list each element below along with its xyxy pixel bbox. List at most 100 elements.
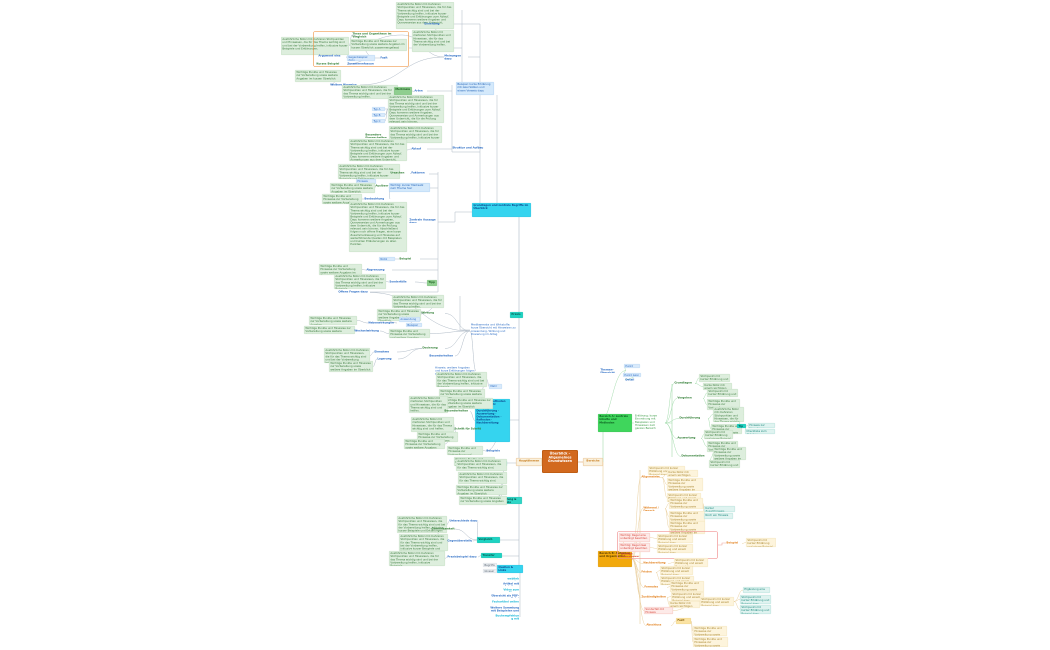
topic-node[interactable]: Vorgehen bbox=[677, 395, 692, 399]
keyword-chip-node[interactable]: Punkt zwei bbox=[622, 372, 641, 377]
topic-node[interactable]: Besondere Eigenschaften bbox=[365, 132, 387, 138]
topic-node[interactable]: Nachbereitung bbox=[643, 560, 666, 564]
topic-node[interactable]: Während / Danach bbox=[643, 505, 659, 511]
subtopic-chip-node[interactable]: Tipp bbox=[736, 423, 746, 428]
topic-node[interactable]: Ausführliche Notiz mit mehreren Stichpun… bbox=[410, 416, 454, 432]
subtopic-chip-node[interactable]: Vergleich bbox=[476, 536, 500, 543]
keyword-chip-node[interactable]: Merkmale bbox=[393, 86, 412, 95]
topic-node[interactable]: Stichpunkt mit kurzer Erklärung und eine… bbox=[698, 373, 730, 382]
topic-node[interactable]: Checkliste zum Abhaken bbox=[744, 428, 775, 434]
topic-node[interactable]: Stichpunkt mit kurzer Erklärung und eine… bbox=[699, 596, 734, 606]
keyword-chip-node[interactable]: Anwendung bbox=[398, 316, 420, 322]
topic-node[interactable]: Wichtige Punkte und Hinweise zur Vorbere… bbox=[328, 360, 373, 372]
keyword-chip-node[interactable]: Punkt eins bbox=[623, 363, 640, 368]
topic-node[interactable]: Zuständigkeiten bbox=[641, 594, 666, 598]
topic-node[interactable]: Erklärung: kurze Einordnung mit Beispiel… bbox=[634, 414, 657, 430]
anchor-label-node[interactable]: Bereiche bbox=[582, 457, 603, 466]
topic-node[interactable]: Auslöser bbox=[375, 183, 389, 187]
topic-node[interactable]: Ausführliche Notiz mit mehreren Stichpun… bbox=[387, 94, 444, 123]
topic-node[interactable]: Wechselwirkung bbox=[354, 328, 379, 332]
topic-node[interactable]: Zentrale Aussage dazu bbox=[409, 217, 436, 223]
topic-node[interactable]: Kurze Notiz mit einem wichtigen Hinweis … bbox=[668, 600, 700, 608]
topic-node[interactable]: Stichpunkt mit kurzer Erklärung und eine… bbox=[708, 459, 740, 468]
topic-node[interactable]: Grundlagen bbox=[674, 380, 692, 384]
topic-node[interactable]: Kurzer Zusatzhinweis bbox=[703, 505, 735, 512]
topic-node[interactable]: Stichpunkt mit kurzer Erklärung und Beis… bbox=[739, 594, 771, 604]
topic-node[interactable]: Ausführliche Notiz mit mehreren Stichpun… bbox=[395, 1, 454, 29]
topic-node[interactable]: Struktur und Aufbau bbox=[452, 145, 484, 149]
topic-node[interactable]: Ausführliche Notiz mit mehreren Stichpun… bbox=[455, 458, 507, 471]
link-list-item[interactable]: Artikel mit Anleitung bbox=[503, 582, 519, 586]
topic-node[interactable]: Argument eins bbox=[318, 53, 341, 57]
topic-node[interactable]: Wichtig: kurzer Merksatz zum Thema hier bbox=[388, 182, 430, 192]
topic-node[interactable]: Wichtige Punkte und Hinweise zur Vorbere… bbox=[329, 182, 375, 193]
topic-node[interactable]: Auswertung bbox=[677, 435, 696, 439]
topic-node[interactable]: Ausführliche Notiz mit mehreren Stichpun… bbox=[411, 29, 454, 52]
topic-node[interactable]: Wichtige Punkte und Hinweise zur Vorbere… bbox=[668, 497, 703, 509]
keyword-chip-node[interactable]: Typ A bbox=[371, 106, 385, 111]
topic-node[interactable]: Fristen bbox=[641, 569, 652, 573]
topic-node[interactable]: Dosierung bbox=[422, 345, 438, 349]
topic-node[interactable]: Noch ein Hinweis bbox=[703, 512, 733, 519]
topic-node[interactable]: Stichpunkt mit kurzer Erklärung und eine… bbox=[656, 543, 693, 553]
topic-node[interactable]: Durchführung bbox=[679, 415, 701, 419]
topic-node[interactable]: Wichtige Punkte und Hinweise zur Vorbere… bbox=[388, 328, 430, 338]
topic-node[interactable]: Wichtige Punkte und Hinweise zur Vorbere… bbox=[669, 580, 704, 592]
topic-node[interactable]: Wichtige Punkte und Hinweise zur Vorbere… bbox=[294, 69, 341, 82]
topic-node[interactable]: Ausführliche Notiz mit mehreren Stichpun… bbox=[388, 125, 442, 143]
topic-node[interactable]: Sonderfall mit Hinweis bbox=[643, 606, 673, 614]
branch-head-node[interactable]: Quellen & Links bbox=[496, 564, 523, 573]
subtopic-chip-node[interactable]: Praxis bbox=[509, 311, 523, 318]
topic-node[interactable]: Dokumentation bbox=[681, 453, 705, 457]
topic-node[interactable]: Ablauf bbox=[411, 146, 422, 150]
topic-node[interactable]: Stichpunkt mit kurzer Erklärung und eine… bbox=[670, 591, 704, 601]
topic-node[interactable]: Ausführliche Notiz mit mehreren Stichpun… bbox=[348, 201, 407, 252]
topic-node[interactable]: Ergänzung eins bbox=[742, 586, 770, 593]
topic-node[interactable]: Wichtig: Regel eins unbedingt beachten bbox=[618, 532, 650, 542]
topic-node[interactable]: Ausführliche Notiz mit mehreren Stichpun… bbox=[348, 138, 407, 161]
topic-node[interactable]: Ursachen bbox=[390, 170, 405, 174]
topic-node[interactable]: Abschluss bbox=[646, 622, 662, 626]
topic-node[interactable]: Weitere Hinweise bbox=[330, 82, 356, 86]
topic-node[interactable]: Ausführliche Notiz mit mehreren Stichpun… bbox=[396, 515, 447, 533]
subtopic-chip-node[interactable]: Transfer bbox=[480, 552, 502, 558]
topic-node[interactable]: Meinungen dazu bbox=[444, 53, 462, 60]
topic-node[interactable]: Medikamente und Wirkstoffe: kurze Übersi… bbox=[470, 323, 516, 336]
link-list-item[interactable]: Video zum Thema bbox=[503, 588, 519, 592]
topic-node[interactable]: Formales bbox=[644, 584, 659, 588]
topic-node[interactable]: Arten bbox=[414, 88, 423, 92]
topic-node[interactable]: Ausführliche Notiz mit mehreren Stichpun… bbox=[435, 371, 487, 387]
topic-node[interactable]: Ausführliche Notiz mit mehreren Stichpun… bbox=[398, 533, 448, 551]
topic-node[interactable]: Ausführliche Notiz mit mehreren Stichpun… bbox=[391, 294, 444, 308]
link-list-item[interactable]: weblink eins bbox=[507, 577, 519, 581]
keyword-chip-node[interactable]: Notiz bbox=[378, 256, 395, 261]
topic-node[interactable]: Ausführliche Notiz mit mehreren Stichpun… bbox=[388, 550, 445, 566]
topic-node[interactable]: Wichtige Punkte und Hinweise zur Vorbere… bbox=[308, 315, 357, 325]
keyword-chip-node[interactable]: Mehr bbox=[488, 383, 502, 389]
section-head-node[interactable]: Bereich A: zentrale Inhalte und Methoden bbox=[597, 413, 632, 432]
topic-node[interactable]: Wichtige Punkte und Hinweise zur Vorbere… bbox=[458, 495, 507, 505]
topic-node[interactable]: Wichtige Punkte und Hinweise zur Vorbere… bbox=[443, 397, 493, 409]
topic-node[interactable]: Wichtige Punkte und Hinweise zur Vorbere… bbox=[446, 445, 483, 455]
topic-node[interactable]: Allgemeines bbox=[641, 474, 660, 478]
glossary-chip-node[interactable]: Glossar bbox=[482, 568, 497, 573]
keyword-chip-node[interactable]: Typ B bbox=[371, 112, 385, 117]
topic-node[interactable]: Fazit bbox=[675, 617, 691, 624]
topic-node[interactable]: Sonderfälle bbox=[389, 279, 407, 283]
topic-node[interactable]: Wichtige Punkte und Hinweise zur Vorbere… bbox=[666, 477, 703, 491]
link-list-item[interactable]: Übersicht als PDF-Datei bbox=[491, 594, 519, 598]
topic-node[interactable]: Wichtige Punkte und Hinweise zur Vorbere… bbox=[692, 636, 728, 647]
topic-node[interactable]: Wirkung bbox=[421, 310, 434, 314]
topic-node[interactable]: Beispiel: kurze Erklärung mit zwei Sätze… bbox=[455, 81, 494, 95]
topic-node[interactable]: Einnahme bbox=[374, 349, 390, 353]
topic-node[interactable]: Wichtig: Regel zwei unbedingt beachten bbox=[618, 542, 650, 552]
link-list-item[interactable]: Buchempfehlung mit Kapitelangabe bbox=[495, 614, 519, 620]
topic-node[interactable]: Wichtige Punkte und Hinweise zur Vorbere… bbox=[692, 625, 727, 636]
topic-node[interactable]: Beobachtung bbox=[364, 196, 385, 200]
topic-node[interactable]: Beispiel bbox=[399, 256, 412, 260]
topic-node[interactable]: Beispiele bbox=[486, 448, 501, 452]
topic-node[interactable]: Besonderheiten bbox=[429, 353, 454, 357]
topic-node[interactable]: Stichpunkt mit kurzer Erklärung und eine… bbox=[656, 533, 693, 543]
topic-node[interactable]: Abgrenzung bbox=[366, 267, 385, 271]
